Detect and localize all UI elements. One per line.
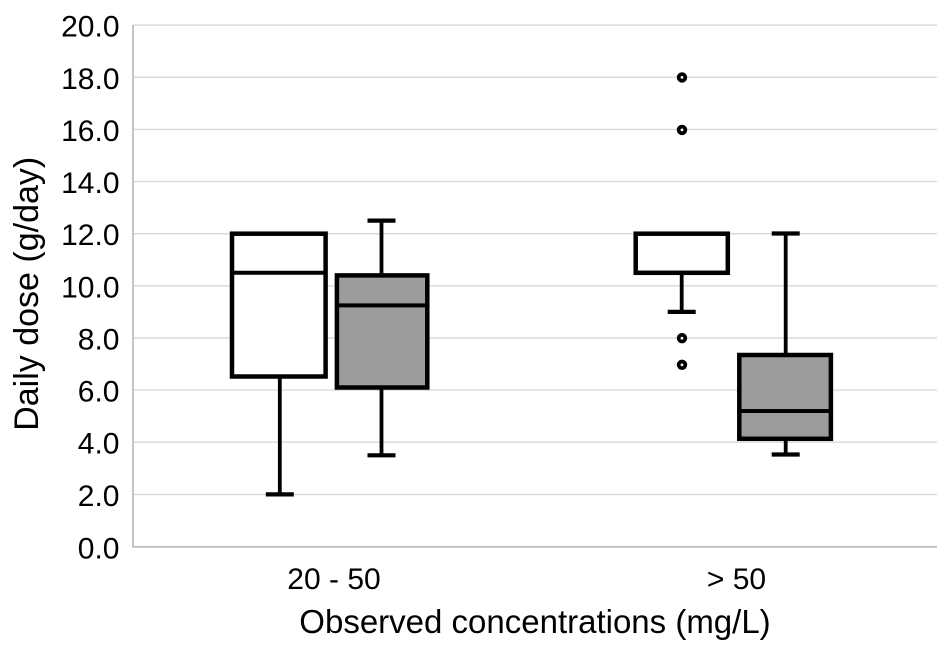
- svg-text:4.0: 4.0: [78, 428, 120, 461]
- svg-text:> 50: > 50: [707, 563, 766, 596]
- svg-text:6.0: 6.0: [78, 376, 120, 409]
- svg-text:10.0: 10.0: [61, 271, 119, 304]
- svg-text:18.0: 18.0: [61, 63, 119, 96]
- svg-text:20 - 50: 20 - 50: [287, 563, 380, 596]
- svg-text:Daily dose (g/day): Daily dose (g/day): [8, 157, 46, 431]
- svg-text:Observed concentrations (mg/L): Observed concentrations (mg/L): [299, 603, 770, 640]
- svg-text:16.0: 16.0: [61, 115, 119, 148]
- svg-text:12.0: 12.0: [61, 219, 119, 252]
- svg-text:0.0: 0.0: [78, 532, 120, 565]
- svg-text:8.0: 8.0: [78, 324, 120, 357]
- svg-text:14.0: 14.0: [61, 167, 119, 200]
- svg-text:2.0: 2.0: [78, 480, 120, 513]
- svg-text:20.0: 20.0: [61, 11, 119, 44]
